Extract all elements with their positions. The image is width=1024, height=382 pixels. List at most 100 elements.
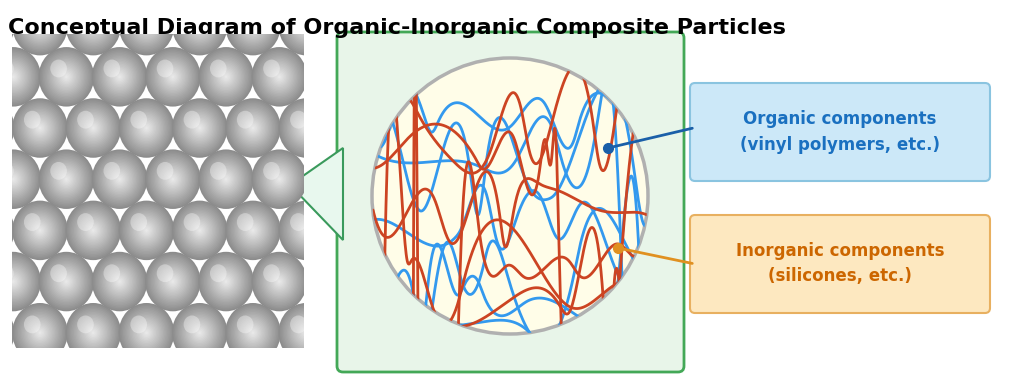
Circle shape [0,262,31,301]
Circle shape [249,226,257,235]
Circle shape [43,154,90,204]
Circle shape [335,0,384,52]
Circle shape [362,52,410,102]
Circle shape [318,369,346,382]
Circle shape [69,306,118,359]
Circle shape [39,149,94,209]
Circle shape [181,108,218,147]
Circle shape [139,121,154,136]
Circle shape [131,112,162,144]
Circle shape [200,151,252,207]
Circle shape [0,207,9,254]
Circle shape [291,9,322,42]
Circle shape [188,321,211,345]
Circle shape [244,118,262,138]
Circle shape [96,52,143,102]
Circle shape [330,176,335,182]
Circle shape [233,312,272,354]
Circle shape [272,172,287,187]
Circle shape [257,53,301,100]
Circle shape [253,356,305,382]
Circle shape [275,175,284,184]
Circle shape [11,280,14,283]
Circle shape [131,9,162,42]
Circle shape [298,222,314,239]
Circle shape [151,258,195,305]
Circle shape [379,274,392,289]
Circle shape [0,306,11,359]
Circle shape [294,12,318,39]
Circle shape [172,303,227,363]
Circle shape [56,374,76,382]
Circle shape [351,324,368,342]
Circle shape [343,212,376,248]
Polygon shape [290,148,343,240]
Circle shape [343,315,376,351]
Circle shape [283,205,330,256]
Circle shape [84,118,103,138]
Circle shape [166,377,180,382]
Circle shape [35,327,45,339]
Circle shape [196,328,204,337]
Circle shape [344,214,375,247]
Circle shape [19,208,60,253]
Circle shape [177,2,222,49]
Circle shape [50,161,83,197]
Text: Conceptual Diagram of Organic-Inorganic Composite Particles: Conceptual Diagram of Organic-Inorganic … [8,18,785,38]
Circle shape [303,23,309,29]
Circle shape [276,176,282,182]
Circle shape [130,8,147,26]
Circle shape [12,0,68,55]
Circle shape [80,11,108,40]
Circle shape [88,327,98,339]
Circle shape [84,322,103,343]
Circle shape [116,175,124,184]
Circle shape [0,316,2,349]
Circle shape [51,163,82,196]
Circle shape [139,223,154,238]
Circle shape [65,178,68,181]
Circle shape [276,278,282,285]
Circle shape [263,367,280,382]
Circle shape [158,265,188,298]
Circle shape [311,259,353,304]
Circle shape [82,116,104,140]
Circle shape [348,321,371,345]
FancyBboxPatch shape [690,83,990,181]
Circle shape [267,63,292,90]
Circle shape [223,176,228,182]
Circle shape [0,212,3,248]
Circle shape [310,155,354,203]
Circle shape [6,172,20,187]
Circle shape [128,211,165,250]
Circle shape [374,63,398,90]
Circle shape [359,253,412,310]
Circle shape [181,313,218,352]
Circle shape [326,377,339,382]
Circle shape [229,205,276,256]
Circle shape [85,324,101,342]
Circle shape [0,47,41,107]
Circle shape [157,264,189,299]
Circle shape [343,213,360,231]
Circle shape [12,303,68,363]
Circle shape [52,62,80,92]
Circle shape [264,60,295,93]
Circle shape [142,328,151,337]
Circle shape [15,0,65,52]
Circle shape [24,212,56,248]
Circle shape [218,170,234,188]
Circle shape [187,12,212,39]
Circle shape [374,268,398,295]
Circle shape [145,126,147,129]
Circle shape [141,224,152,236]
Circle shape [51,60,82,93]
Circle shape [103,59,136,95]
Circle shape [137,322,157,343]
Circle shape [273,275,285,288]
Circle shape [173,202,226,259]
Circle shape [86,18,100,33]
Circle shape [101,57,137,96]
Circle shape [94,152,144,206]
Circle shape [191,222,208,239]
